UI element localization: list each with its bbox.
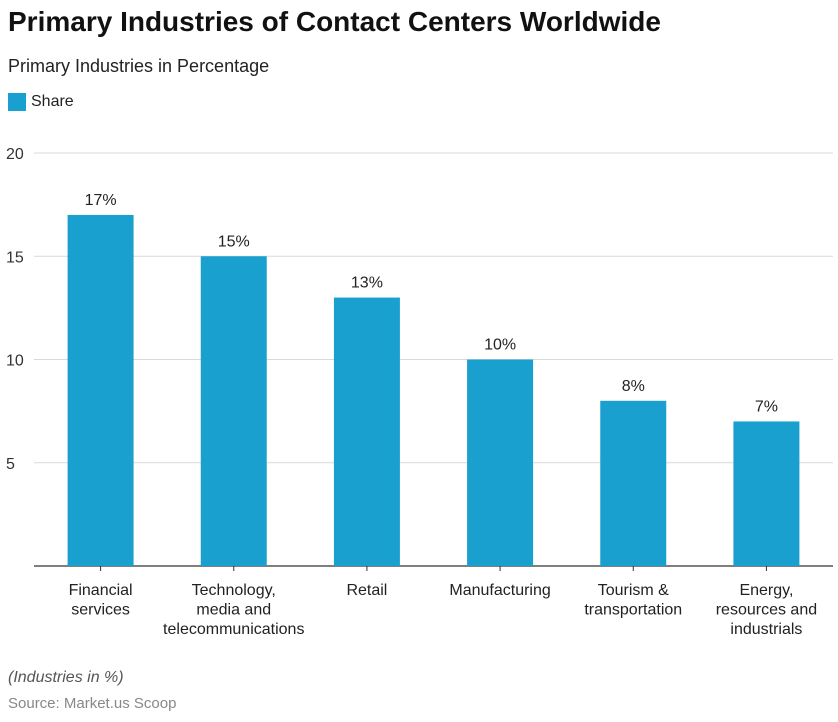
bar (67, 214, 134, 566)
legend-label: Share (31, 93, 74, 110)
legend-swatch (8, 93, 26, 111)
chart-title: Primary Industries of Contact Centers Wo… (8, 6, 661, 37)
bar (733, 421, 800, 566)
x-tick-label: Retail (346, 582, 387, 599)
bar (600, 400, 667, 566)
source-note: Source: Market.us Scoop (8, 695, 177, 712)
x-tick-label: Technology, (192, 582, 276, 599)
bar-chart: 5 10 15 20 17% Financial services 15% Technology… (6, 146, 833, 638)
footer-note: (Industries in %) (8, 669, 124, 686)
x-tick-label: resources and (716, 602, 817, 619)
data-label: 15% (218, 233, 250, 250)
x-tick-label: services (71, 602, 130, 619)
x-tick-label: Tourism & (598, 582, 669, 599)
y-tick-label: 10 (6, 353, 24, 370)
x-tick-label: Financial (69, 582, 133, 599)
data-label: 10% (484, 337, 516, 354)
x-tick-label: Manufacturing (449, 582, 550, 599)
x-tick-label: media and (196, 602, 271, 619)
x-tick-label: industrials (730, 621, 802, 638)
data-label: 8% (622, 378, 645, 395)
x-tick-label: Energy, (739, 582, 793, 599)
bar (333, 297, 400, 566)
x-tick-label: transportation (584, 602, 682, 619)
bar (200, 256, 267, 566)
x-tick-label: telecommunications (163, 621, 304, 638)
data-label: 7% (755, 398, 778, 415)
bar (467, 359, 534, 566)
legend: Share (8, 93, 74, 111)
y-tick-label: 20 (6, 146, 24, 163)
chart-subtitle: Primary Industries in Percentage (8, 56, 270, 76)
y-tick-label: 5 (6, 456, 15, 473)
y-tick-label: 15 (6, 249, 24, 266)
data-label: 17% (85, 192, 117, 209)
data-label: 13% (351, 275, 383, 292)
